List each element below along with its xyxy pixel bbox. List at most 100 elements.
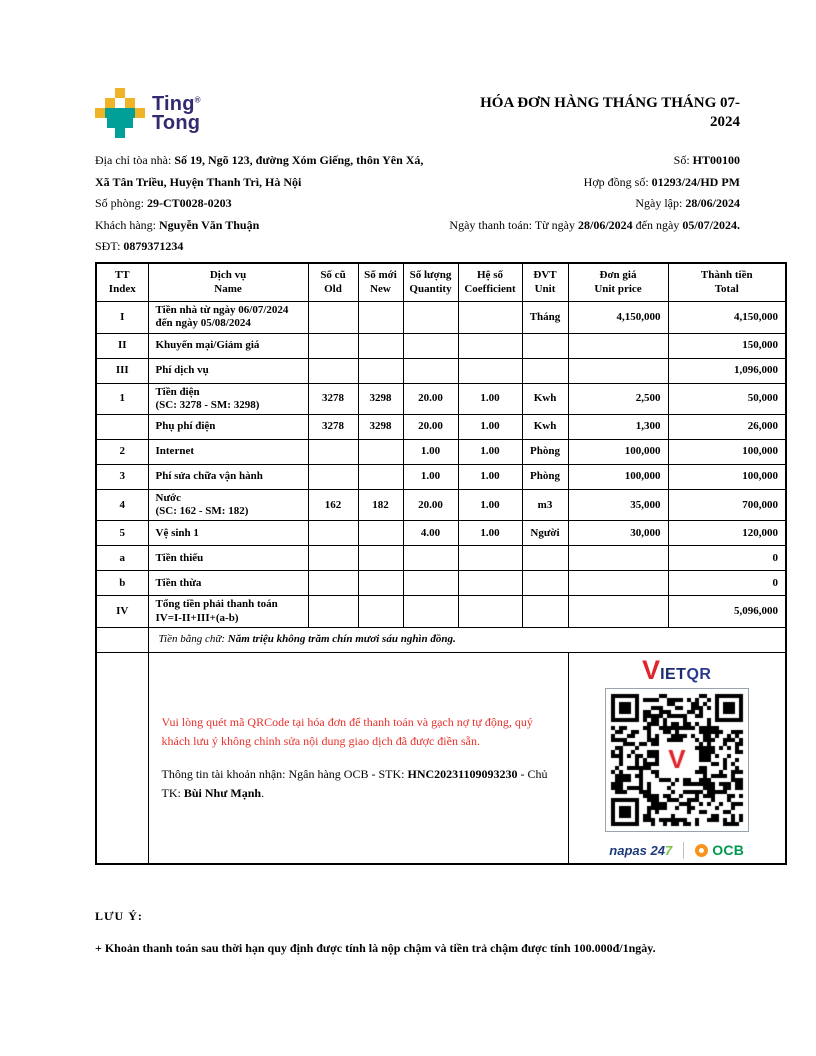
tingtong-logo-text: Ting® Tong	[152, 93, 201, 134]
cell-tt: 3	[95, 463, 149, 490]
cell-total: 5,096,000	[667, 595, 787, 628]
info-row: SĐT: 0879371234	[95, 236, 785, 258]
payment-instructions: Vui lòng quét mã QRCode tại hóa đơn để t…	[147, 651, 569, 865]
cell-qty	[402, 301, 459, 334]
cell-qty	[402, 332, 459, 359]
table-row: b Tiền thừa 0	[95, 570, 787, 597]
cell-total: 100,000	[667, 463, 787, 490]
table-row: 5 Vệ sinh 1 4.00 1.00 Người 30,000 120,000	[95, 520, 787, 547]
contract-number: Hợp đồng số: 01293/24/HD PM	[583, 174, 740, 189]
column-header: Thành tiền Total	[667, 261, 787, 303]
cell-name: Tiền thừa	[147, 570, 309, 597]
cell-qty	[402, 545, 459, 572]
cell-price	[567, 595, 669, 628]
cell-qty: 20.00	[402, 488, 459, 522]
ocb-ring-icon	[695, 843, 709, 857]
cell-new	[357, 545, 404, 572]
cell-price	[567, 357, 669, 384]
customer-name: Khách hàng: Nguyễn Văn Thuận	[95, 217, 260, 232]
cell-price: 100,000	[567, 438, 669, 465]
qr-code	[606, 689, 747, 830]
footer-notes: LƯU Ý: + Khoản thanh toán sau thời hạn q…	[95, 909, 785, 956]
payment-qr-row: Vui lòng quét mã QRCode tại hóa đơn để t…	[95, 651, 787, 865]
info-row: Địa chỉ tòa nhà: Số 19, Ngõ 123, đường X…	[95, 150, 785, 172]
cell-old: 162	[307, 488, 359, 522]
cell-unit	[521, 332, 569, 359]
account-number: HNC20231109093230	[407, 767, 518, 782]
qr-panel: VIETQR napas 247 OCB	[567, 651, 787, 865]
cell-coef: 1.00	[457, 413, 523, 440]
cell-unit	[521, 357, 569, 384]
cell-unit: Người	[521, 520, 569, 547]
column-header: Số cũ Old	[307, 261, 359, 303]
cell-new	[357, 463, 404, 490]
cell-price: 100,000	[567, 463, 669, 490]
table-row: Phụ phí điện 3278 3298 20.00 1.00 Kwh 1,300 26,…	[95, 413, 787, 440]
cell-old	[307, 545, 359, 572]
building-address-value: Số 19, Ngõ 123, đường Xóm Giếng, thôn Yê…	[174, 153, 424, 167]
cell-unit: Tháng	[521, 301, 569, 334]
ocb-logo: OCB	[695, 842, 744, 859]
cell-unit: m3	[521, 488, 569, 522]
cell-coef	[457, 332, 523, 359]
cell-coef: 1.00	[457, 488, 523, 522]
issue-date: Ngày lập: 28/06/2024	[635, 196, 740, 210]
table-row: III Phí dịch vụ 1,096,000	[95, 357, 787, 384]
cell-new: 182	[357, 488, 404, 522]
table-row: II Khuyến mại/Giảm giá 150,000	[95, 332, 787, 359]
cell-unit	[521, 595, 569, 628]
qr-code-frame	[604, 687, 749, 832]
cell-tt: 4	[95, 488, 149, 522]
column-header: Dịch vụ Name	[147, 261, 309, 303]
cell-old	[307, 463, 359, 490]
cell-unit: Phòng	[521, 463, 569, 490]
cell-old	[307, 301, 359, 334]
napas-247-logo: napas 247	[609, 842, 673, 858]
cell-name: Tiền thiếu	[147, 545, 309, 572]
cell-new	[357, 438, 404, 465]
cell-unit: Kwh	[521, 382, 569, 415]
column-header: Đơn giá Unit price	[567, 261, 669, 303]
cell-new: 3298	[357, 413, 404, 440]
cell-old	[307, 570, 359, 597]
cell-total: 0	[667, 545, 787, 572]
cell-unit: Kwh	[521, 413, 569, 440]
info-row: Số phòng: 29-CT0028-0203 Ngày lập: 28/06…	[95, 193, 785, 215]
cell-name: Tiền nhà từ ngày 06/07/2024 đến ngày 05/…	[147, 301, 309, 334]
late-payment-note: + Khoản thanh toán sau thời hạn quy định…	[95, 940, 656, 955]
cell-unit	[521, 545, 569, 572]
building-address-line1: Địa chỉ tòa nhà: Số 19, Ngõ 123, đường X…	[95, 153, 424, 167]
cell-price	[567, 545, 669, 572]
cell-tt: a	[95, 545, 149, 572]
column-header: TT Index	[95, 261, 149, 303]
cell-tt: I	[95, 301, 149, 334]
cell-name: Khuyến mại/Giảm giá	[147, 332, 309, 359]
cell-name: Phí sửa chữa vận hành	[147, 463, 309, 490]
tingtong-logo: Ting® Tong	[95, 88, 355, 138]
cell-tt: IV	[95, 595, 149, 628]
cell-new	[357, 332, 404, 359]
cell-price: 35,000	[567, 488, 669, 522]
cell-unit	[521, 570, 569, 597]
cell-price: 1,300	[567, 413, 669, 440]
column-header: Số lượng Quantity	[402, 261, 459, 303]
receiving-account-info: Thông tin tài khoản nhận: Ngân hàng OCB …	[161, 767, 548, 800]
cell-tt: 5	[95, 520, 149, 547]
cell-total: 100,000	[667, 438, 787, 465]
cell-old: 3278	[307, 413, 359, 440]
invoice-number: Số: HT00100	[673, 153, 740, 167]
cell-qty	[402, 357, 459, 384]
cell-coef	[457, 595, 523, 628]
cell-name: Phụ phí điện	[147, 413, 309, 440]
cell-total: 50,000	[667, 382, 787, 415]
cell-new	[357, 357, 404, 384]
cell-new: 3298	[357, 382, 404, 415]
table-row: 4 Nước (SC: 162 - SM: 182) 162 182 20.00 1.00…	[95, 488, 787, 522]
column-header: ĐVT Unit	[521, 261, 569, 303]
cell-coef: 1.00	[457, 382, 523, 415]
table-row: 1 Tiền điện (SC: 3278 - SM: 3298) 3278 3298…	[95, 382, 787, 415]
cell-price: 4,150,000	[567, 301, 669, 334]
cell-tt: III	[95, 357, 149, 384]
cell-price	[567, 332, 669, 359]
